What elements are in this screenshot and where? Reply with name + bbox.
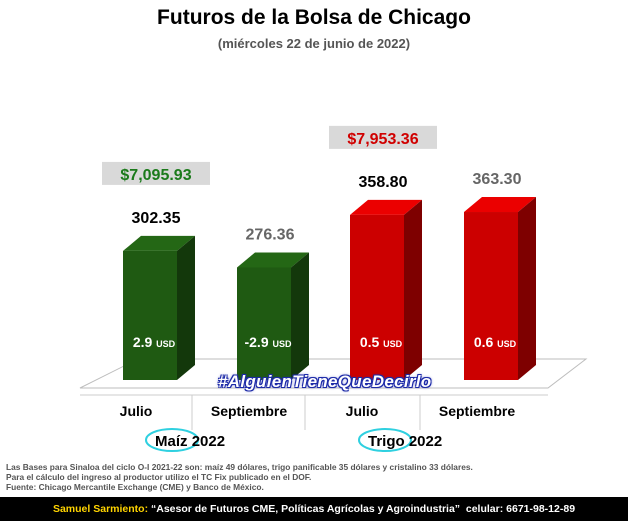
- bar-2: [350, 214, 404, 380]
- group-label-1: Trigo 2022: [368, 433, 442, 450]
- hashtag-watermark: #AlguienTieneQueDecirlo: [218, 372, 432, 391]
- category-label-1: Septiembre: [211, 403, 287, 419]
- bar-value-label-2: 358.80: [359, 174, 408, 191]
- bar-basis-label-3: 0.6 USD: [474, 334, 517, 350]
- chart-floor: [79, 358, 588, 389]
- bar-0: [123, 250, 177, 380]
- bar-top-1: [237, 252, 309, 268]
- bar-basis-label-2: 0.5 USD: [360, 334, 403, 350]
- bar-chart: 302.35 2.9 USD 276.36 -2.9 USD 358.80 0.5 USD…: [79, 125, 588, 452]
- category-label-0: Julio: [120, 403, 153, 419]
- bar-1: [237, 267, 291, 380]
- bar-side-2: [404, 199, 422, 380]
- price-label-0: $7,095.93: [120, 167, 191, 184]
- category-label-2: Julio: [346, 403, 379, 419]
- footer-text: “Asesor de Futuros CME, Políticas Agríco…: [148, 503, 576, 515]
- footnotes: Las Bases para Sinaloa del ciclo O-I 202…: [6, 462, 622, 493]
- footnote-bases: Las Bases para Sinaloa del ciclo O-I 202…: [6, 462, 473, 472]
- bar-side-0: [177, 235, 195, 380]
- footer-author: Samuel Sarmiento:: [52, 503, 149, 515]
- price-label-1: $7,953.36: [347, 131, 418, 148]
- chart-subtitle: (miércoles 22 de junio de 2022): [217, 36, 411, 51]
- bar-basis-label-1: -2.9 USD: [244, 334, 292, 350]
- bar-value-label-0: 302.35: [132, 210, 181, 227]
- bar-top-2: [350, 199, 422, 215]
- category-label-3: Septiembre: [439, 403, 515, 419]
- price-box-0: [102, 161, 210, 185]
- footnote-exchange-rate: Para el cálculo del ingreso al productor…: [6, 472, 312, 483]
- footer-bar: Samuel Sarmiento: “Asesor de Futuros CME…: [0, 497, 628, 521]
- footnote-source: Fuente: Chicago Mercantile Exchange (CME…: [6, 482, 264, 493]
- bar-3: [464, 212, 518, 380]
- bar-basis-label-0: 2.9 USD: [133, 334, 176, 350]
- group-highlight-1: [358, 428, 412, 452]
- bar-top-3: [464, 197, 536, 213]
- chart-title: Futuros de la Bolsa de Chicago: [157, 6, 471, 29]
- bar-side-3: [518, 197, 536, 380]
- group-label-0: Maíz 2022: [155, 433, 225, 450]
- group-highlight-0: [145, 428, 199, 452]
- bar-value-label-1: 276.36: [246, 226, 295, 243]
- price-box-1: [329, 125, 437, 149]
- bar-value-label-3: 363.30: [473, 171, 522, 188]
- bar-top-0: [123, 235, 195, 251]
- bar-side-1: [291, 252, 309, 380]
